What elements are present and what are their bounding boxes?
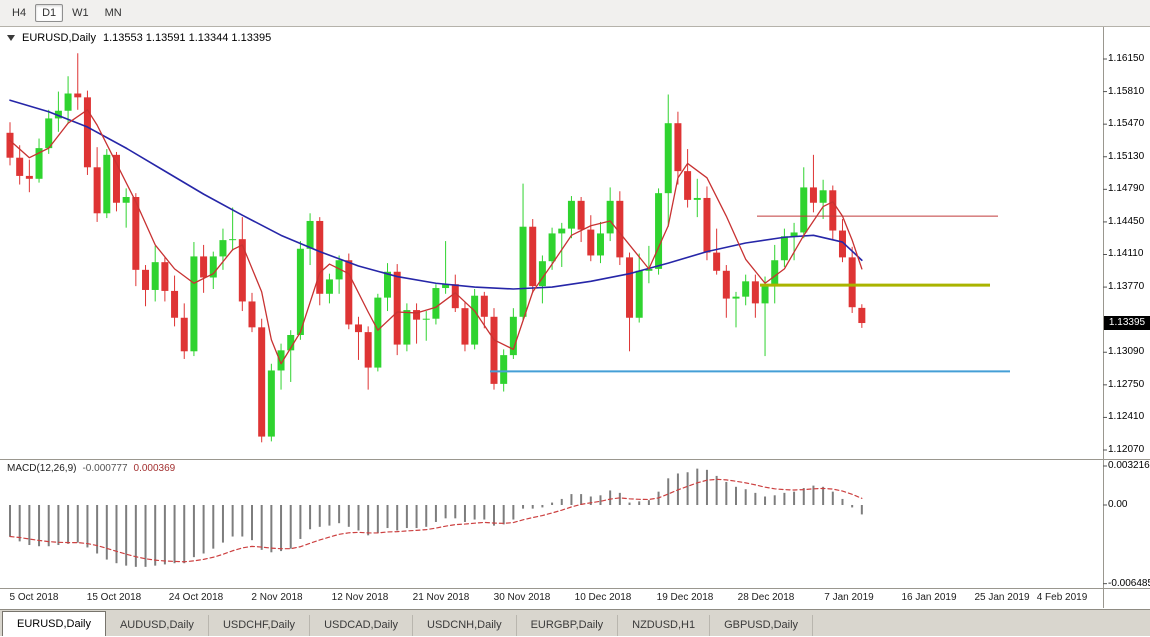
date-axis-label: 25 Jan 2019 <box>974 592 1030 603</box>
tab-usdchf-daily[interactable]: USDCHF,Daily <box>209 615 311 636</box>
price-axis-label: 1.12750 <box>1108 378 1145 390</box>
tab-eurusd-daily[interactable]: EURUSD,Daily <box>2 611 106 636</box>
date-axis-label: 30 Nov 2018 <box>493 592 551 603</box>
chart-tabs: EURUSD,Daily AUDUSD,Daily USDCHF,Daily USDC… <box>0 609 1150 636</box>
price-axis-label: 1.13090 <box>1108 346 1145 358</box>
price-axis-label: 1.14790 <box>1108 183 1145 195</box>
date-axis-label: 24 Oct 2018 <box>168 592 224 603</box>
tab-usdcad-daily[interactable]: USDCAD,Daily <box>310 615 414 636</box>
macd-axis-label: 0.00 <box>1108 499 1128 510</box>
date-axis-label: 19 Dec 2018 <box>656 592 714 603</box>
price-axis-label: 1.15130 <box>1108 150 1145 162</box>
chart-title: EURUSD,Daily 1.13553 1.13591 1.13344 1.1… <box>7 32 271 44</box>
date-axis-label: 7 Jan 2019 <box>824 592 874 603</box>
macd-name: MACD(12,26,9) <box>7 463 77 474</box>
pane-separators <box>0 27 1150 608</box>
candles-layer <box>6 53 866 443</box>
date-axis-label: 5 Oct 2018 <box>9 592 59 603</box>
trend-lines-layer[interactable] <box>490 215 1010 373</box>
date-axis-label: 2 Nov 2018 <box>251 592 303 603</box>
chart-ohlc-values: 1.13553 1.13591 1.13344 1.13395 <box>102 32 272 44</box>
current-price-badge: 1.13395 <box>1104 316 1150 331</box>
tab-nzdusd-h1[interactable]: NZDUSD,H1 <box>618 615 711 636</box>
tab-usdcnh-daily[interactable]: USDCNH,Daily <box>413 615 517 636</box>
date-axis-label: 28 Dec 2018 <box>737 592 795 603</box>
macd-label: MACD(12,26,9) -0.000777 0.000369 <box>7 463 175 474</box>
tab-eurgbp-daily[interactable]: EURGBP,Daily <box>517 615 619 636</box>
chart-dropdown-icon[interactable] <box>7 35 15 41</box>
date-axis-label: 4 Feb 2019 <box>1036 592 1088 603</box>
price-axis-label: 1.12070 <box>1108 443 1145 455</box>
date-axis-label: 16 Jan 2019 <box>901 592 957 603</box>
price-axis-label: 1.14110 <box>1108 248 1144 260</box>
macd-axis-label: -0.006485 <box>1108 577 1150 589</box>
timeframe-toolbar: H4 D1 W1 MN <box>0 0 1150 27</box>
macd-histogram <box>9 468 863 567</box>
ma-slow-line <box>9 99 863 290</box>
date-axis-label: 15 Oct 2018 <box>86 592 142 603</box>
timeframe-button-H4[interactable]: H4 <box>12 7 27 19</box>
macd-axis-label: 0.003216 <box>1108 459 1150 471</box>
chart-symbol-period: EURUSD,Daily <box>22 32 96 44</box>
price-axis-label: 1.15810 <box>1108 85 1145 97</box>
date-axis-label: 12 Nov 2018 <box>331 592 389 603</box>
timeframe-button-D1[interactable]: D1 <box>35 4 64 22</box>
price-axis-label: 1.16150 <box>1108 53 1145 64</box>
ma-fast-line <box>9 109 863 365</box>
price-axis-label: 1.13770 <box>1108 281 1145 293</box>
macd-signal-line <box>9 478 863 563</box>
date-axis-label: 21 Nov 2018 <box>412 592 470 603</box>
price-axis-label: 1.12410 <box>1108 411 1145 423</box>
timeframe-button-MN[interactable]: MN <box>104 7 122 19</box>
price-axis-label: 1.14450 <box>1108 215 1145 227</box>
macd-main-value: -0.000777 <box>82 463 128 474</box>
tab-gbpusd-daily[interactable]: GBPUSD,Daily <box>710 615 814 636</box>
macd-signal-value: 0.000369 <box>133 463 176 474</box>
price-axis-label: 1.15470 <box>1108 118 1145 130</box>
tab-audusd-daily[interactable]: AUDUSD,Daily <box>106 615 209 636</box>
date-axis-label: 10 Dec 2018 <box>574 592 632 603</box>
timeframe-button-W1[interactable]: W1 <box>72 7 89 19</box>
